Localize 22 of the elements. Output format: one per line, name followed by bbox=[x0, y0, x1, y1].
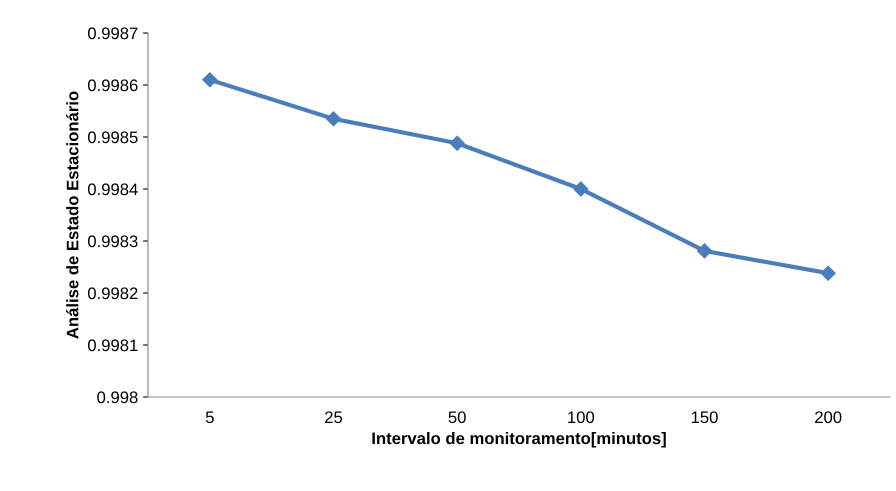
y-tick-label: 0.9983 bbox=[88, 235, 138, 248]
y-tick-label: 0.9982 bbox=[88, 287, 138, 300]
y-tick-label: 0.9985 bbox=[88, 131, 138, 144]
x-tick-label: 50 bbox=[448, 411, 466, 424]
x-tick-label: 200 bbox=[815, 411, 842, 424]
point bbox=[450, 136, 465, 151]
y-tick-label: 0.998 bbox=[97, 391, 138, 404]
point bbox=[326, 111, 342, 126]
point bbox=[696, 243, 712, 258]
y-tick-label: 0.9981 bbox=[88, 339, 138, 352]
point bbox=[202, 72, 218, 88]
y-tick-label: 0.9986 bbox=[88, 79, 138, 92]
x-tick-label: 150 bbox=[692, 411, 718, 424]
x-tick-label: 100 bbox=[568, 411, 594, 424]
point bbox=[573, 181, 588, 197]
y-tick-label: 0.9987 bbox=[88, 27, 138, 40]
x-tick-label: 5 bbox=[206, 412, 214, 424]
x-tick-label: 25 bbox=[325, 411, 342, 424]
point bbox=[820, 266, 836, 281]
y-axis-title: Análise de Estado Estacionário bbox=[66, 92, 78, 339]
x-axis-title: Intervalo de monitoramento[minutos] bbox=[372, 432, 666, 448]
y-tick-label: 0.9984 bbox=[88, 183, 138, 196]
